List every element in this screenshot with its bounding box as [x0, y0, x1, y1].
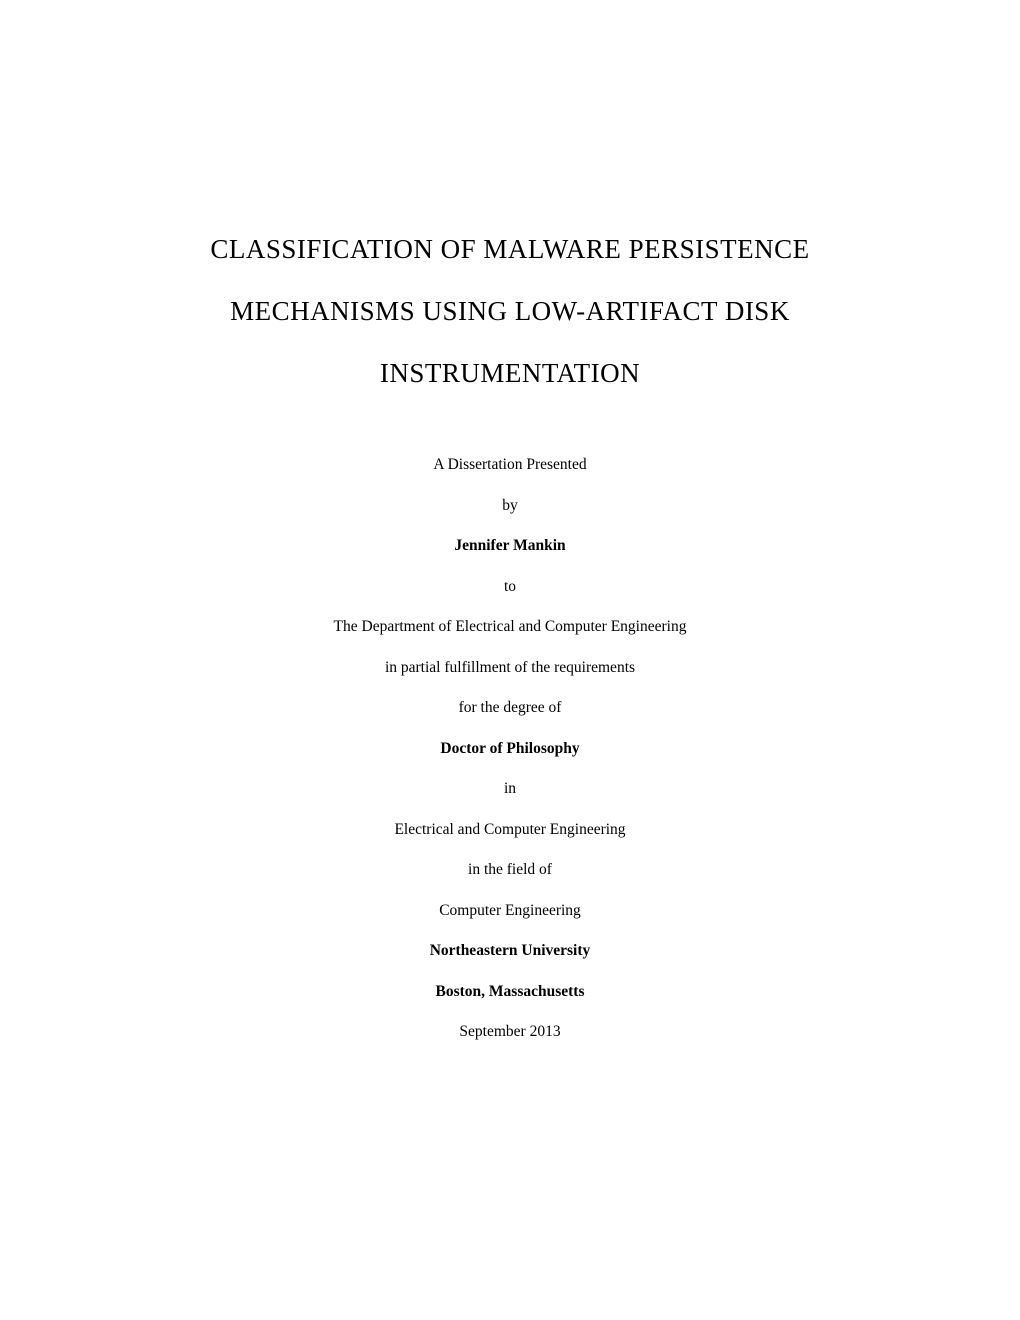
in-field-text: in the field of [0, 862, 1020, 878]
title-block: CLASSIFICATION OF MALWARE PERSISTENCE ME… [0, 236, 1020, 387]
fulfillment-text: in partial fulfillment of the requiremen… [0, 660, 1020, 676]
date-text: September 2013 [0, 1024, 1020, 1040]
field-text: Computer Engineering [0, 903, 1020, 919]
by-text: by [0, 498, 1020, 514]
presented-text: A Dissertation Presented [0, 457, 1020, 473]
department-text: The Department of Electrical and Compute… [0, 619, 1020, 635]
for-degree-text: for the degree of [0, 700, 1020, 716]
title-page: CLASSIFICATION OF MALWARE PERSISTENCE ME… [0, 0, 1020, 1320]
title-line-2: MECHANISMS USING LOW-ARTIFACT DISK [0, 298, 1020, 325]
to-text: to [0, 579, 1020, 595]
in-text: in [0, 781, 1020, 797]
degree-text: Doctor of Philosophy [0, 741, 1020, 757]
location-text: Boston, Massachusetts [0, 984, 1020, 1000]
program-text: Electrical and Computer Engineering [0, 822, 1020, 838]
author-name: Jennifer Mankin [0, 538, 1020, 554]
title-line-1: CLASSIFICATION OF MALWARE PERSISTENCE [0, 236, 1020, 263]
university-text: Northeastern University [0, 943, 1020, 959]
title-line-3: INSTRUMENTATION [0, 360, 1020, 387]
